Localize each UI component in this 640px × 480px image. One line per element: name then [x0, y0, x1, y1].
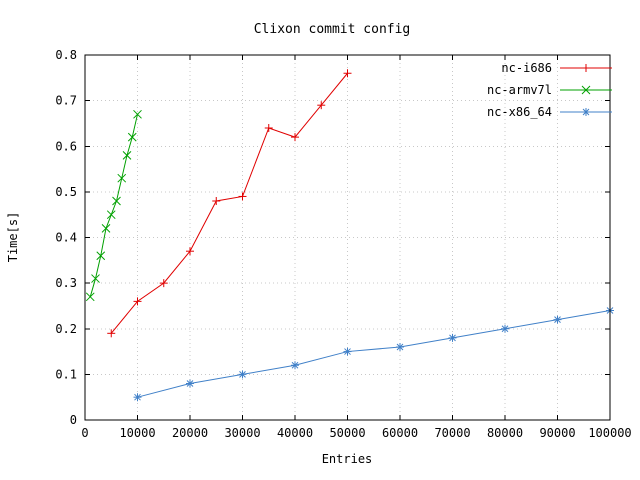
svg-text:60000: 60000	[382, 426, 418, 440]
svg-text:50000: 50000	[329, 426, 365, 440]
svg-text:90000: 90000	[539, 426, 575, 440]
svg-text:0: 0	[81, 426, 88, 440]
legend: nc-i686 nc-armv7l nc-x86_64	[487, 61, 612, 119]
plot-frame	[84, 54, 611, 421]
svg-text:0.4: 0.4	[55, 231, 77, 245]
svg-text:0.5: 0.5	[55, 185, 77, 199]
tick-labels: 0 10000 20000 30000 40000 50000 60000 70000 8000…	[55, 48, 631, 440]
svg-text:0.7: 0.7	[55, 94, 77, 108]
svg-text:40000: 40000	[277, 426, 313, 440]
svg-text:70000: 70000	[434, 426, 470, 440]
svg-text:0.6: 0.6	[55, 139, 77, 153]
svg-text:nc-x86_64: nc-x86_64	[487, 105, 552, 119]
y-axis-label: Time[s]	[6, 212, 20, 263]
svg-text:0.8: 0.8	[55, 48, 77, 62]
svg-text:0.3: 0.3	[55, 276, 77, 290]
chart-title: Clixon commit config	[254, 22, 411, 37]
grid-lines	[84, 54, 611, 421]
svg-text:30000: 30000	[224, 426, 260, 440]
svg-text:20000: 20000	[172, 426, 208, 440]
data-series	[85, 69, 614, 402]
x-axis-label: Entries	[322, 452, 373, 466]
svg-text:10000: 10000	[119, 426, 155, 440]
svg-text:80000: 80000	[487, 426, 523, 440]
svg-text:100000: 100000	[588, 426, 631, 440]
svg-text:nc-i686: nc-i686	[501, 61, 552, 75]
svg-text:nc-armv7l: nc-armv7l	[487, 83, 552, 97]
svg-text:0.1: 0.1	[55, 367, 77, 381]
svg-text:0: 0	[70, 413, 77, 427]
svg-text:0.2: 0.2	[55, 322, 77, 336]
